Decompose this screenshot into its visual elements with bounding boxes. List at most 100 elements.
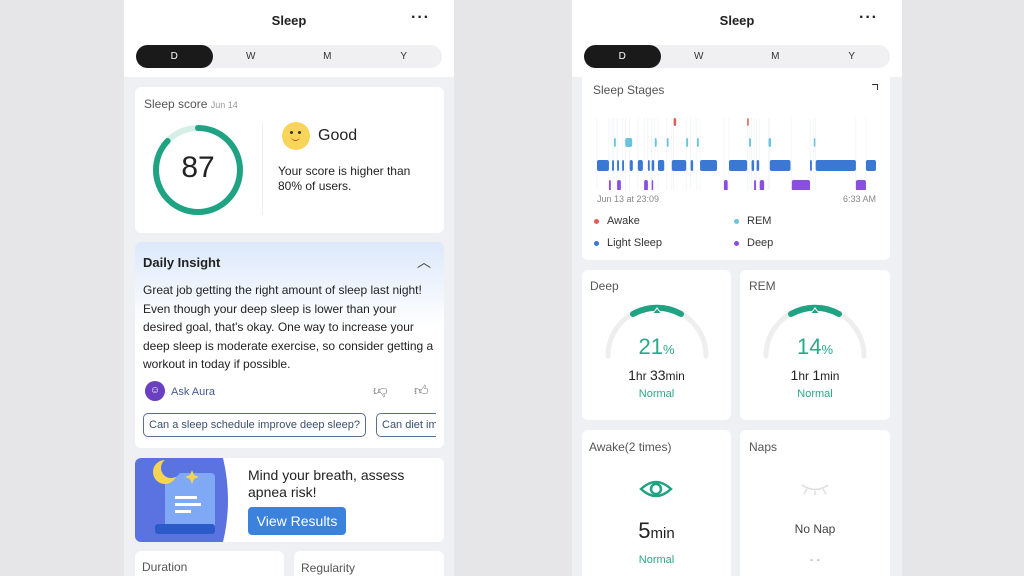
stage-segment-light (700, 160, 718, 171)
chart-end-label: 6:33 AM (842, 194, 876, 204)
tab-month[interactable]: M (323, 51, 332, 62)
tab-week[interactable]: W (246, 51, 256, 62)
sleep-score-card[interactable]: Sleep score Jun 14 87 Good Your score is… (135, 87, 444, 233)
regularity-card[interactable]: Regularity (294, 551, 444, 576)
duration-card[interactable]: Duration (135, 551, 284, 576)
stage-segment-light (751, 160, 755, 171)
stage-segment-deep (617, 180, 621, 190)
stage-segment-light (612, 160, 614, 171)
awake-duration: 5min (638, 518, 675, 543)
stage-segment-light (815, 160, 856, 171)
stage-segment-deep (791, 180, 811, 190)
stage-segment-light (756, 160, 760, 171)
stage-segment-deep (723, 180, 728, 190)
stage-segment-deep (644, 180, 648, 190)
thumbs-up-icon[interactable]: 👍︎ (414, 382, 429, 398)
tab-day[interactable]: D (136, 45, 213, 68)
awake-status: Normal (638, 554, 675, 566)
stage-segment-light (617, 160, 619, 171)
stage-segment-rem (749, 138, 751, 147)
header: Sleep ··· D W M Y (124, 0, 454, 77)
insight-title: Daily Insight (143, 255, 221, 270)
promo-text: Mind your breath, assess apnea risk! (248, 467, 405, 500)
sleep-screen-left: Sleep ··· D W M Y Sleep score Jun 14 87 … (124, 0, 454, 576)
tab-week[interactable]: W (694, 51, 704, 62)
suggestion-chip[interactable]: Can diet im (376, 413, 436, 437)
sleep-stages-card[interactable]: Sleep Stages Jun 13 at 23:09 6:33 AM Awa… (582, 70, 890, 260)
stage-segment-rem (696, 138, 699, 147)
stage-segment-rem (654, 138, 657, 147)
stage-segment-light (637, 160, 643, 171)
naps-label: Naps (749, 440, 778, 454)
daily-insight-card: Daily Insight ︿ Great job getting the ri… (135, 242, 444, 448)
score-comparison: Your score is higher than 80% of users. (278, 164, 411, 193)
more-options-icon[interactable]: ··· (411, 9, 430, 26)
rem-duration: 1hr 1min (790, 367, 840, 383)
score-date: Jun 14 (210, 100, 238, 110)
awake-card[interactable]: Awake(2 times) 5min Normal (582, 430, 731, 576)
view-results-button[interactable]: View Results (248, 507, 346, 535)
deep-percent: 21% (638, 334, 675, 359)
header: Sleep ··· D W M Y (572, 0, 902, 77)
stage-segment-awake (673, 118, 677, 126)
apnea-promo-card[interactable]: Mind your breath, assess apnea risk! Vie… (135, 458, 444, 542)
deep-status: Normal (638, 388, 675, 400)
stage-segment-light (651, 160, 655, 171)
stages-title: Sleep Stages (593, 83, 665, 97)
tab-year[interactable]: Y (848, 51, 856, 62)
period-tabs: D W M Y (136, 45, 442, 68)
stage-segment-rem (686, 138, 689, 147)
rem-card[interactable]: REM 14% 1hr 1min Normal (740, 270, 890, 420)
score-label: Sleep score (144, 97, 208, 111)
suggestion-chip[interactable]: Can a sleep schedule improve deep sleep? (143, 413, 366, 437)
eye-icon (639, 480, 673, 498)
closed-eye-icon (801, 484, 829, 495)
stage-segment-rem (613, 138, 616, 147)
rem-percent: 14% (796, 334, 834, 359)
tab-year[interactable]: Y (400, 51, 408, 62)
score-rating: Good (318, 127, 358, 144)
rem-label: REM (749, 279, 776, 293)
stage-segment-awake (747, 118, 749, 126)
ask-aura-link[interactable]: Ask Aura (171, 386, 216, 398)
legend-deep: Deep (734, 237, 773, 249)
aura-chat-icon[interactable]: ☺ (145, 381, 165, 401)
stage-segment-deep (759, 180, 765, 190)
stage-segment-rem (625, 138, 633, 147)
legend-awake: Awake (594, 215, 640, 227)
legend-light: Light Sleep (594, 237, 662, 249)
stage-segment-light (657, 160, 665, 171)
naps-sub: - - (809, 554, 821, 566)
deep-duration: 1hr 33min (628, 367, 685, 383)
sleep-stages-chart (596, 118, 876, 190)
more-options-icon[interactable]: ··· (859, 9, 878, 26)
stage-segment-rem (813, 138, 816, 147)
expand-icon[interactable] (872, 84, 878, 90)
score-ring (153, 125, 243, 215)
score-value: 87 (181, 151, 215, 184)
stage-segment-rem (768, 138, 772, 147)
awake-label: Awake(2 times) (589, 440, 672, 454)
stage-segment-deep (651, 180, 654, 190)
insight-body: Great job getting the right amount of sl… (143, 283, 434, 371)
period-tabs: D W M Y (584, 45, 890, 68)
deep-card[interactable]: Deep 21% 1hr 33min Normal (582, 270, 731, 420)
sleep-screen-right: Sleep Stages Jun 13 at 23:09 6:33 AM Awa… (572, 0, 902, 576)
stage-segment-light (690, 160, 694, 171)
stage-segment-light (671, 160, 687, 171)
smiley-icon (282, 122, 310, 150)
chart-start-label: Jun 13 at 23:09 (597, 194, 660, 204)
collapse-chevron-icon[interactable]: ︿ (417, 254, 431, 270)
tab-day[interactable]: D (584, 45, 661, 68)
tab-month[interactable]: M (771, 51, 780, 62)
stage-segment-rem (666, 138, 669, 147)
stage-segment-light (810, 160, 812, 171)
stage-segment-light (622, 160, 625, 171)
rem-status: Normal (797, 388, 833, 400)
duration-label: Duration (142, 560, 188, 574)
thumbs-down-icon[interactable]: 👍︎ (373, 384, 388, 400)
regularity-label: Regularity (301, 561, 356, 575)
stage-segment-light (728, 160, 748, 171)
stage-segment-light (647, 160, 650, 171)
naps-card[interactable]: Naps No Nap - - (740, 430, 890, 576)
